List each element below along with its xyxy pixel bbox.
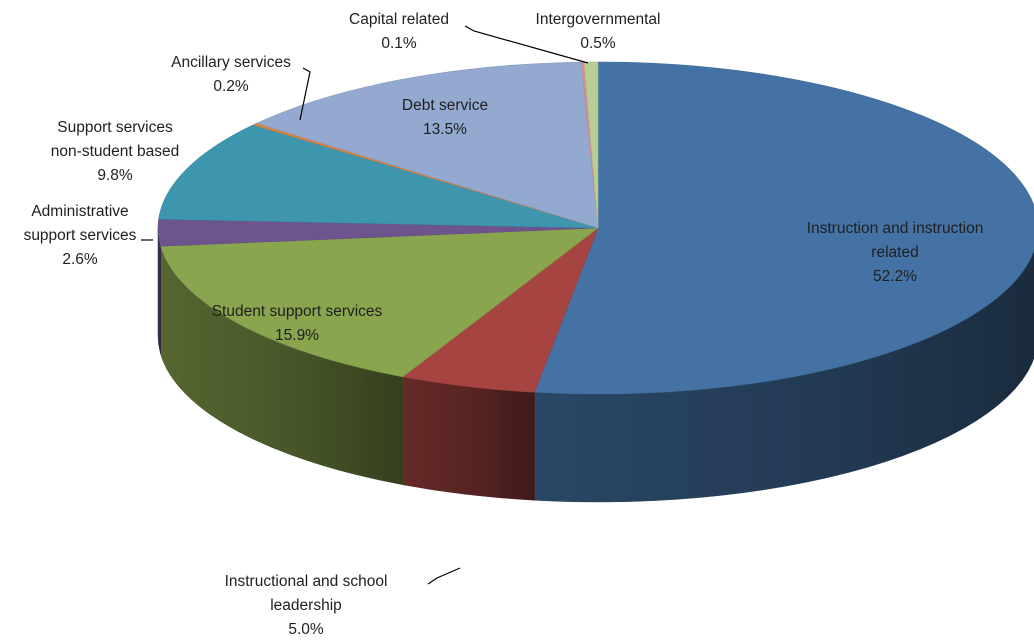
slice-label-4: Support services non-student based 9.8% <box>51 119 179 184</box>
leader-lines <box>141 25 589 585</box>
pie-side-1 <box>402 376 535 501</box>
leader-line-1 <box>427 567 461 585</box>
pie-top-faces <box>157 61 1034 395</box>
pie-slice-6 <box>255 61 599 229</box>
slice-label-7: Capital related 0.1% <box>349 11 449 52</box>
slice-label-3: Administrative support services 2.6% <box>24 203 137 268</box>
leader-line-7 <box>464 25 589 64</box>
pie-side-3 <box>157 227 161 355</box>
slice-label-2: Student support services 15.9% <box>212 303 383 344</box>
pie-slice-0 <box>534 61 1034 395</box>
slice-labels: Instruction and instruction related 52.2% I… <box>24 11 984 638</box>
slice-label-0: Instruction and instruction related 52.2% <box>807 220 984 285</box>
pie-slice-2 <box>160 227 599 378</box>
leader-line-5 <box>299 67 311 121</box>
slice-label-1: Instructional and school leadership 5.0% <box>225 573 388 638</box>
pie-slice-4 <box>158 124 599 229</box>
slice-label-8: Intergovernmental 0.5% <box>536 11 661 52</box>
slice-label-6: Debt service 13.5% <box>402 97 488 138</box>
slice-label-5: Ancillary services 0.2% <box>171 54 291 95</box>
